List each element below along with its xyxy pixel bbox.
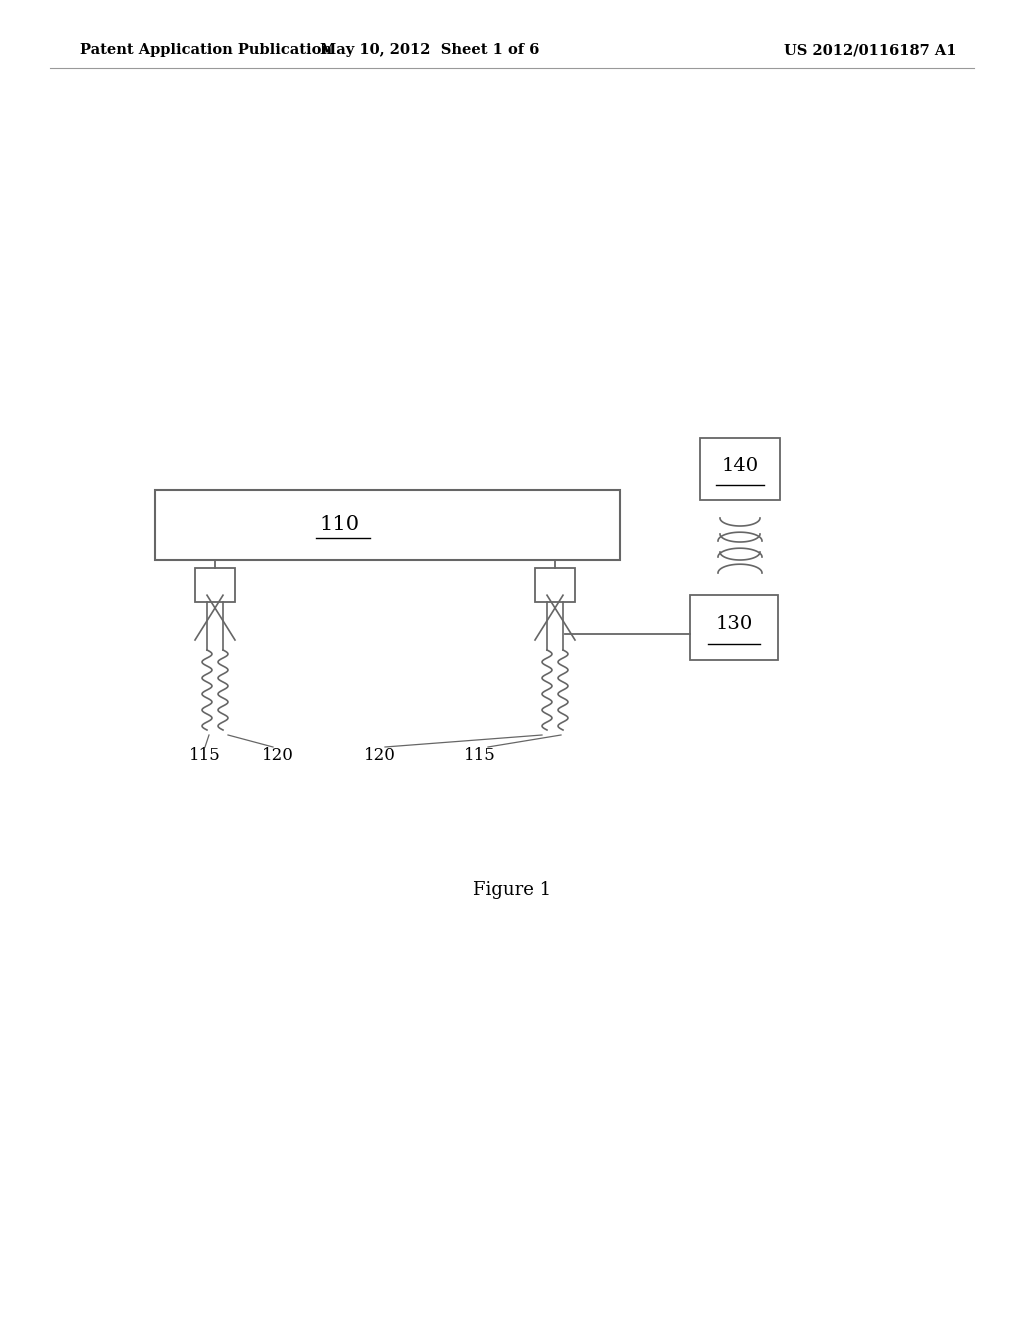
FancyBboxPatch shape	[690, 595, 778, 660]
Text: May 10, 2012  Sheet 1 of 6: May 10, 2012 Sheet 1 of 6	[321, 44, 540, 57]
Text: Figure 1: Figure 1	[473, 880, 551, 899]
Text: 115: 115	[189, 747, 221, 763]
Text: 110: 110	[319, 516, 360, 535]
Text: 130: 130	[716, 615, 753, 634]
FancyBboxPatch shape	[195, 568, 234, 602]
FancyBboxPatch shape	[535, 568, 575, 602]
FancyBboxPatch shape	[155, 490, 620, 560]
Text: 140: 140	[722, 457, 759, 475]
Text: Patent Application Publication: Patent Application Publication	[80, 44, 332, 57]
Text: 115: 115	[464, 747, 496, 763]
Text: 120: 120	[365, 747, 396, 763]
FancyBboxPatch shape	[700, 438, 780, 500]
Text: 120: 120	[262, 747, 294, 763]
Text: US 2012/0116187 A1: US 2012/0116187 A1	[783, 44, 956, 57]
